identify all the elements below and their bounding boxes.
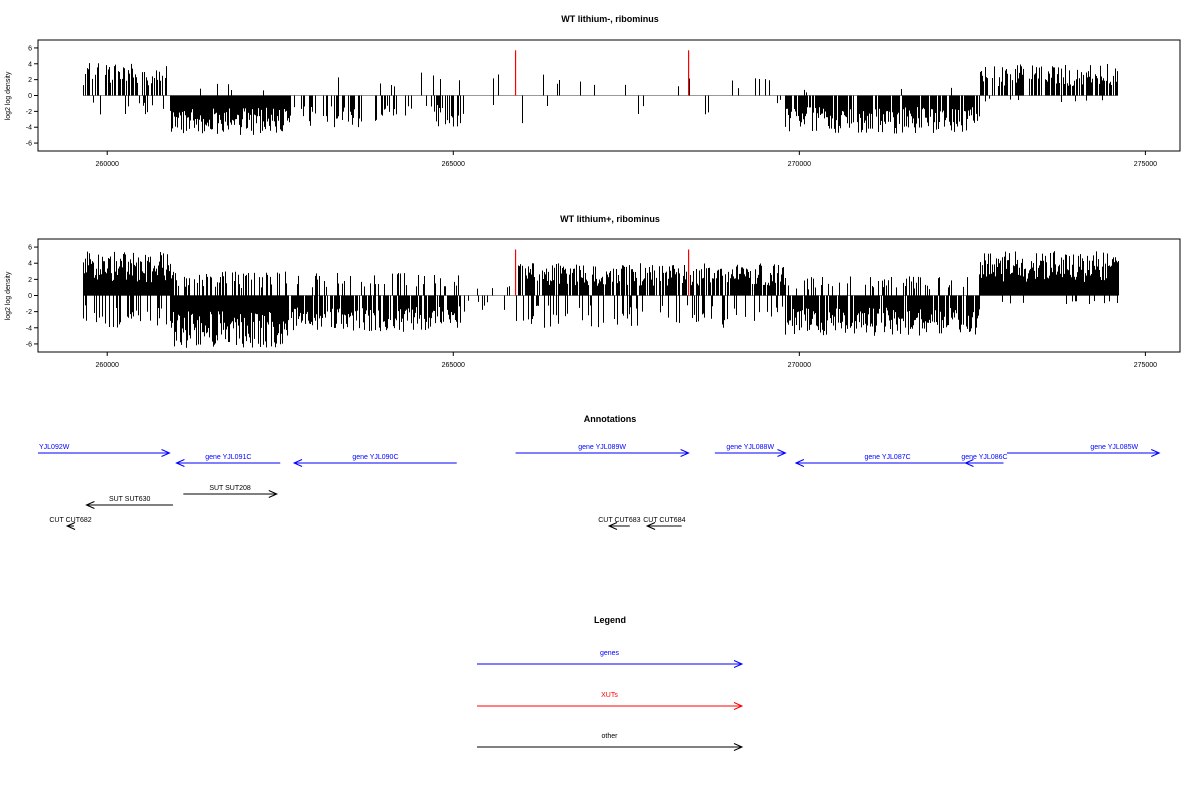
y-axis: -6 -4 -2 0 2 4 6: [26, 45, 38, 148]
annotation-label: gene YJL091C: [205, 454, 251, 461]
annotation-arrowhead: [964, 459, 974, 467]
panel-title: WT lithium+, ribominus: [560, 214, 660, 224]
x-tick-label: 260000: [96, 362, 119, 369]
coverage-bars: [82, 50, 1118, 135]
annotations-title: Annotations: [584, 414, 637, 424]
annotation-items: YJL092W gene YJL091C gene YJL090C gene YJL0…: [38, 444, 1161, 530]
annotation-arrowhead: [777, 449, 787, 457]
annotation-label: SUT SUT630: [109, 496, 151, 503]
annotation-arrowhead: [645, 522, 656, 530]
x-tick-label: 265000: [442, 161, 465, 168]
coverage-panel-lithium-minus: WT lithium-, ribominus -6 -4 -2 0 2 4 6 260000…: [5, 14, 1181, 168]
y-axis: -6 -4 -2 0 2 4 6: [26, 245, 38, 348]
annotation-arrowhead: [794, 459, 805, 467]
legend-arrowhead: [733, 702, 744, 710]
y-tick-label: -6: [26, 341, 32, 348]
x-axis: 260000 265000 270000 275000: [96, 352, 1157, 369]
y-tick-label: 6: [28, 245, 32, 252]
legend: Legend genes XUTs other: [477, 615, 744, 751]
legend-label: other: [602, 733, 619, 740]
annotation-arrowhead: [680, 449, 690, 457]
y-axis-label: log2 log density: [5, 271, 12, 320]
coverage-panel-lithium-plus: WT lithium+, ribominus -6 -4 -2 0 2 4 6 260000…: [5, 214, 1181, 369]
y-tick-label: 4: [28, 61, 32, 68]
x-axis: 260000 265000 270000 275000: [96, 151, 1157, 168]
legend-label: genes: [600, 650, 620, 657]
annotation-label: YJL092W: [39, 444, 70, 451]
y-tick-label: -4: [26, 325, 32, 332]
y-tick-label: 0: [28, 93, 32, 100]
annotation-arrowhead: [85, 501, 95, 509]
annotation-label: gene YJL088W: [726, 444, 774, 451]
annotation-label: CUT CUT682: [49, 517, 91, 524]
annotations-track: Annotations YJL092W gene YJL091C gene YJL0…: [38, 414, 1161, 530]
y-tick-label: -4: [26, 125, 32, 132]
y-tick-label: 6: [28, 45, 32, 52]
annotation-label: CUT CUT683: [598, 517, 640, 524]
y-tick-label: 2: [28, 77, 32, 84]
legend-arrowhead: [733, 743, 744, 751]
annotation-arrowhead: [292, 459, 303, 467]
annotation-label: CUT CUT684: [643, 517, 685, 524]
x-tick-label: 270000: [788, 362, 811, 369]
annotation-arrowhead: [607, 522, 618, 530]
y-tick-label: 2: [28, 277, 32, 284]
legend-arrowhead: [733, 660, 744, 668]
y-tick-label: -6: [26, 141, 32, 148]
legend-label: XUTs: [601, 692, 618, 699]
annotation-arrowhead: [161, 449, 171, 457]
y-tick-label: 4: [28, 261, 32, 268]
x-tick-label: 275000: [1134, 161, 1157, 168]
annotation-arrowhead: [1151, 449, 1161, 457]
x-tick-label: 265000: [442, 362, 465, 369]
annotation-label: gene YJL090C: [352, 454, 398, 461]
legend-title: Legend: [594, 615, 626, 625]
y-tick-label: 0: [28, 293, 32, 300]
x-tick-label: 270000: [788, 161, 811, 168]
panel-title: WT lithium-, ribominus: [561, 14, 659, 24]
legend-items: genes XUTs other: [477, 650, 744, 751]
y-axis-label: log2 log density: [5, 71, 12, 120]
y-tick-label: -2: [26, 109, 32, 116]
x-tick-label: 260000: [96, 161, 119, 168]
annotation-arrowhead: [268, 490, 279, 498]
annotation-arrowhead: [175, 459, 185, 467]
annotation-label: gene YJL089W: [578, 444, 626, 451]
coverage-bars: [82, 249, 1119, 348]
annotation-arrowhead: [65, 522, 76, 530]
annotation-label: gene YJL085W: [1090, 444, 1138, 451]
annotation-label: SUT SUT208: [209, 485, 251, 492]
y-tick-label: -2: [26, 309, 32, 316]
annotation-label: gene YJL086C: [961, 454, 1007, 461]
annotation-label: gene YJL087C: [864, 454, 910, 461]
x-tick-label: 275000: [1134, 362, 1157, 369]
